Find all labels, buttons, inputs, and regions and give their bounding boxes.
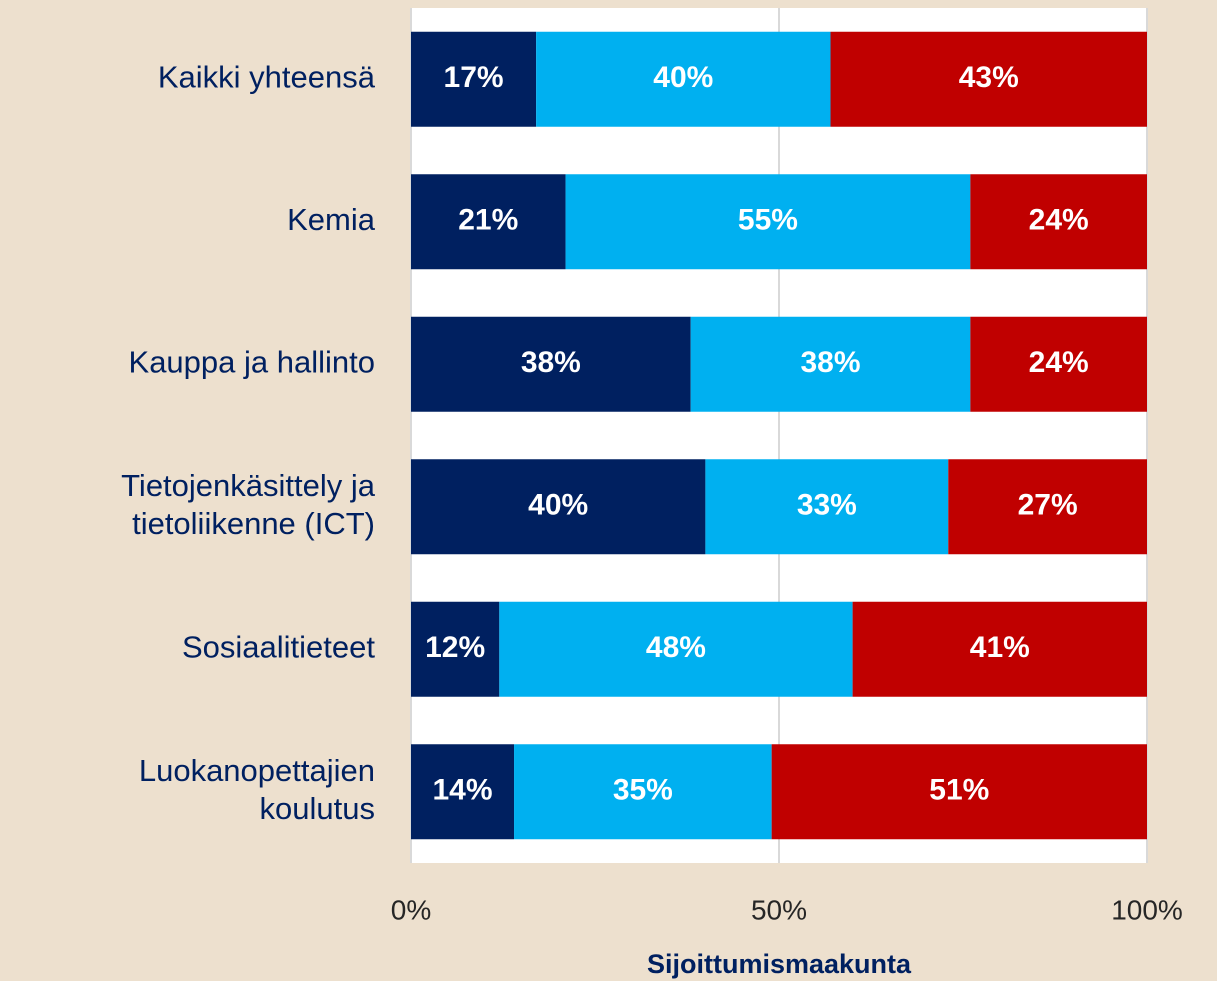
bar-segment bbox=[565, 174, 971, 270]
bar-segment bbox=[411, 601, 500, 697]
y-tick-label: Kaikki yhteensä bbox=[158, 59, 376, 94]
value-label: 51% bbox=[929, 774, 989, 807]
value-label: 17% bbox=[444, 61, 504, 94]
bar-segment bbox=[411, 31, 537, 127]
bar-segment bbox=[690, 316, 971, 412]
value-label: 40% bbox=[528, 489, 588, 522]
bar-segment bbox=[970, 174, 1147, 270]
bar-segment bbox=[705, 459, 949, 555]
y-tick-label: tietoliikenne (ICT) bbox=[132, 506, 375, 541]
x-tick-label: 0% bbox=[391, 894, 431, 925]
y-tick-label: Tietojenkäsittely ja bbox=[121, 468, 376, 503]
x-axis-title: Sijoittumismaakunta bbox=[647, 949, 912, 979]
value-label: 12% bbox=[425, 631, 485, 664]
value-label: 55% bbox=[738, 204, 798, 237]
value-label: 27% bbox=[1018, 489, 1078, 522]
grid bbox=[410, 8, 1148, 863]
bar-segment bbox=[536, 31, 831, 127]
y-tick-label: Luokanopettajien bbox=[139, 753, 375, 788]
bar-segment bbox=[771, 744, 1147, 840]
bar-segment bbox=[948, 459, 1147, 555]
y-tick-label: Kemia bbox=[287, 202, 376, 237]
value-label: 35% bbox=[613, 774, 673, 807]
y-tick-label: koulutus bbox=[260, 791, 375, 826]
y-tick-label: Sosiaalitieteet bbox=[182, 629, 375, 664]
value-label: 41% bbox=[970, 631, 1030, 664]
value-label: 14% bbox=[432, 774, 492, 807]
bar-segment bbox=[970, 316, 1147, 412]
value-label: 21% bbox=[458, 204, 518, 237]
bar-segment bbox=[411, 316, 691, 412]
value-label: 43% bbox=[959, 61, 1019, 94]
value-label: 38% bbox=[800, 346, 860, 379]
value-label: 24% bbox=[1029, 346, 1089, 379]
bar-segment bbox=[411, 174, 566, 270]
bar-segment bbox=[499, 601, 853, 697]
value-label: 38% bbox=[521, 346, 581, 379]
bar-segment bbox=[852, 601, 1147, 697]
x-tick-label: 100% bbox=[1111, 894, 1183, 925]
value-label: 24% bbox=[1029, 204, 1089, 237]
bar-segment bbox=[830, 31, 1147, 127]
y-tick-label: Kauppa ja hallinto bbox=[129, 344, 375, 379]
value-label: 48% bbox=[646, 631, 706, 664]
bar-segment bbox=[411, 744, 515, 840]
value-label: 40% bbox=[653, 61, 713, 94]
value-label: 33% bbox=[797, 489, 857, 522]
bar-segment bbox=[514, 744, 772, 840]
bars bbox=[411, 31, 1147, 840]
x-tick-label: 50% bbox=[751, 894, 807, 925]
bar-segment bbox=[411, 459, 706, 555]
